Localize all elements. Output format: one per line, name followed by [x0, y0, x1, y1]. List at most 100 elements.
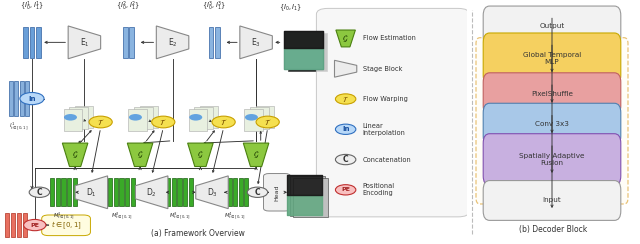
Polygon shape	[335, 60, 356, 77]
Bar	[61, 178, 66, 206]
Bar	[17, 213, 21, 237]
Bar	[222, 178, 226, 206]
Bar	[108, 178, 113, 206]
Bar	[23, 27, 28, 58]
Text: Spatially Adaptive
Fusion: Spatially Adaptive Fusion	[519, 153, 585, 166]
Bar	[287, 175, 322, 214]
Bar	[120, 178, 124, 206]
Text: Flow Warping: Flow Warping	[363, 96, 408, 102]
Bar	[129, 109, 147, 131]
FancyBboxPatch shape	[483, 181, 621, 220]
Bar	[287, 32, 327, 71]
FancyBboxPatch shape	[483, 33, 621, 84]
FancyBboxPatch shape	[483, 103, 621, 145]
Text: $\mathcal{G}$: $\mathcal{G}$	[137, 149, 143, 160]
Polygon shape	[336, 30, 355, 47]
Bar	[75, 106, 93, 128]
Text: Global Temporal
MLP: Global Temporal MLP	[523, 52, 581, 65]
FancyBboxPatch shape	[483, 6, 621, 46]
Bar	[67, 178, 71, 206]
FancyBboxPatch shape	[264, 173, 291, 211]
Polygon shape	[156, 26, 189, 59]
Circle shape	[335, 154, 356, 165]
Text: E$_3$: E$_3$	[251, 36, 261, 49]
Bar	[284, 31, 323, 69]
Text: Conv 3x3: Conv 3x3	[535, 121, 569, 127]
Bar	[134, 107, 152, 129]
Circle shape	[212, 116, 235, 128]
Text: $\mathcal{T}$: $\mathcal{T}$	[97, 117, 104, 127]
Text: C: C	[343, 155, 348, 164]
Text: $\mathcal{G}$: $\mathcal{G}$	[342, 33, 349, 44]
Text: $\mathcal{G}$: $\mathcal{G}$	[253, 149, 259, 160]
Bar	[290, 176, 324, 216]
Bar	[195, 107, 213, 129]
Circle shape	[335, 94, 356, 104]
Bar	[215, 27, 220, 58]
Text: Linear
Interpolation: Linear Interpolation	[363, 123, 406, 136]
Text: $M^1_{t\in[0,1]}$: $M^1_{t\in[0,1]}$	[52, 211, 74, 222]
Text: $M^2_{t\in[0,1]}$: $M^2_{t\in[0,1]}$	[111, 211, 132, 222]
Bar	[129, 27, 134, 58]
Bar	[36, 27, 41, 58]
Bar	[244, 178, 248, 206]
Bar	[177, 178, 182, 206]
Polygon shape	[68, 26, 100, 59]
Circle shape	[89, 116, 112, 128]
Circle shape	[256, 116, 279, 128]
Text: $\{I_0^2, I_1^2\}$: $\{I_0^2, I_1^2\}$	[116, 0, 141, 13]
Text: In: In	[28, 96, 36, 102]
Text: PixelShuffle: PixelShuffle	[531, 91, 573, 97]
Bar	[131, 178, 135, 206]
Text: D$_3$: D$_3$	[207, 186, 218, 199]
Bar	[11, 213, 15, 237]
Bar	[189, 178, 193, 206]
Bar	[23, 213, 28, 237]
FancyBboxPatch shape	[476, 38, 628, 204]
Text: Flow Estimation: Flow Estimation	[363, 35, 415, 41]
Circle shape	[189, 114, 202, 121]
Polygon shape	[196, 176, 228, 209]
Bar	[125, 178, 129, 206]
Text: $\{I_0^1, I_1^1\}$: $\{I_0^1, I_1^1\}$	[20, 0, 44, 13]
Text: Stage Block: Stage Block	[363, 66, 402, 72]
Bar	[183, 178, 187, 206]
Bar	[63, 109, 82, 131]
Circle shape	[152, 116, 175, 128]
Bar	[29, 27, 35, 58]
Text: Output: Output	[540, 23, 564, 29]
Circle shape	[29, 187, 50, 197]
Polygon shape	[75, 176, 108, 209]
Text: $M^3_{t\in[0,1]}$: $M^3_{t\in[0,1]}$	[169, 211, 190, 222]
Bar	[233, 178, 237, 206]
Bar	[200, 106, 218, 128]
Text: PE: PE	[341, 187, 350, 192]
Polygon shape	[243, 143, 269, 166]
Bar	[8, 81, 13, 116]
Text: In: In	[342, 126, 349, 132]
Text: $\mathcal{T}$: $\mathcal{T}$	[342, 94, 349, 104]
Text: D$_2$: D$_2$	[147, 186, 157, 199]
Bar	[25, 81, 29, 116]
Bar	[140, 106, 158, 128]
Text: $\{I_0^3, I_1^3\}$: $\{I_0^3, I_1^3\}$	[202, 0, 227, 13]
Text: Positional
Encoding: Positional Encoding	[363, 183, 395, 196]
Circle shape	[247, 187, 268, 197]
Bar	[5, 213, 9, 237]
Circle shape	[129, 114, 142, 121]
Circle shape	[24, 219, 46, 231]
Bar	[69, 107, 88, 129]
Text: $t\in[0,1]$: $t\in[0,1]$	[51, 220, 81, 231]
Bar	[172, 178, 176, 206]
Bar	[228, 178, 232, 206]
Polygon shape	[62, 143, 88, 166]
Bar	[292, 178, 328, 217]
Polygon shape	[127, 143, 153, 166]
Text: $\mathcal{T}$: $\mathcal{T}$	[264, 117, 271, 127]
Text: Head: Head	[275, 184, 280, 201]
Bar	[123, 27, 127, 58]
FancyBboxPatch shape	[483, 134, 621, 185]
Text: $I^1_{t\in[0,1]}$: $I^1_{t\in[0,1]}$	[9, 120, 29, 132]
Circle shape	[245, 114, 258, 121]
Text: $\mathcal{G}$: $\mathcal{G}$	[72, 149, 78, 160]
